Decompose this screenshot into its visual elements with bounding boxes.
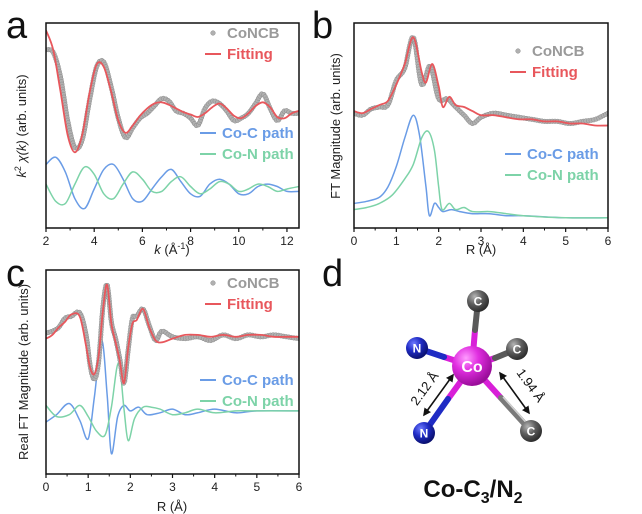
svg-text:C: C (474, 295, 483, 309)
x-tick-label: 2 (43, 234, 50, 248)
legend-item: Co-C path (200, 125, 294, 142)
plot-area (46, 29, 299, 210)
chart-panel-b: 0 1 2 3 4 5 6 CoNCB Fitting Co-C path Co-N path (351, 22, 612, 248)
x-tick-label: 5 (253, 480, 260, 494)
panel-label-c: c (6, 253, 25, 295)
x-tick-label: 4 (520, 234, 527, 248)
legend: CoNCB Fitting Co-C path Co-N path (200, 275, 294, 410)
chart-panel-c: 0 1 2 3 4 5 6 CoNCB Fitting Co-C path Co-N path (43, 269, 303, 494)
x-tick-label: 4 (211, 480, 218, 494)
legend-label: CoNCB (227, 25, 280, 42)
atom-carbon-top: C (467, 290, 489, 312)
x-axis-label-c: R (Å) (157, 499, 187, 514)
panel-label-b: b (312, 5, 333, 47)
bond-length-label-co-n: 2.12 Å (407, 368, 441, 407)
legend-item: Fitting (205, 296, 273, 313)
legend-label: Co-N path (222, 146, 294, 163)
legend-label: Fitting (227, 296, 273, 313)
legend-label: Co-C path (222, 372, 294, 389)
y-axis-label-a: k2 χ(k) (arb. units) (13, 74, 29, 177)
atom-nitrogen-bottom: N (413, 422, 435, 444)
legend: CoNCB Fitting Co-C path Co-N path (505, 43, 599, 184)
series-line-co-c-path (46, 156, 299, 210)
x-tick-label: 1 (85, 480, 92, 494)
panel-label-a: a (6, 5, 28, 47)
x-tick-label: 4 (91, 234, 98, 248)
legend-item: Co-C path (200, 372, 294, 389)
legend-item: Co-N path (200, 393, 294, 410)
plot-area (46, 282, 299, 455)
legend-item: Co-N path (505, 167, 599, 184)
x-tick-label: 12 (280, 234, 294, 248)
molecule-structure: C N C Co N C 2.12 Å 1.94 Å (406, 290, 548, 444)
atom-nitrogen-left: N (406, 337, 428, 359)
legend-item: Fitting (510, 64, 578, 81)
x-axis-label-a: k (Å-1) (154, 241, 189, 257)
series-line-fitting (354, 36, 608, 127)
x-tick-label: 10 (232, 234, 246, 248)
plot-area (354, 35, 608, 219)
svg-text:N: N (413, 342, 422, 356)
svg-text:C: C (513, 343, 522, 357)
legend: CoNCB Fitting Co-C path Co-N path (200, 25, 294, 163)
legend-item: Co-C path (505, 146, 599, 163)
legend-item: CoNCB (515, 43, 585, 60)
series-line-co-c-path (354, 114, 608, 219)
x-tick-label: 6 (296, 480, 303, 494)
panel-label-d: d (322, 253, 343, 295)
molecule-formula: Co-C3/N2 (423, 476, 522, 507)
bond-length-arrow-co-n (423, 373, 454, 417)
y-axis-label-c: Real FT Magnitude (arb. units) (16, 284, 31, 460)
legend-item: Fitting (205, 46, 273, 63)
chart-panel-a: 2 4 6 8 10 12 CoNCB Fitting Co-C path Co-N path (43, 22, 300, 248)
x-tick-label: 6 (139, 234, 146, 248)
atom-carbon-right: C (506, 338, 528, 360)
x-tick-label: 8 (187, 234, 194, 248)
x-tick-label: 1 (393, 234, 400, 248)
legend-label: Co-C path (527, 146, 599, 163)
x-tick-label: 5 (562, 234, 569, 248)
x-tick-label: 0 (43, 480, 50, 494)
svg-text:C: C (527, 425, 536, 439)
atom-carbon-bottom: C (520, 420, 542, 442)
x-tick-label: 6 (605, 234, 612, 248)
legend-label: Co-C path (222, 125, 294, 142)
series-line-co-n-path (354, 130, 608, 219)
legend-item: CoNCB (210, 25, 280, 42)
legend-label: Co-N path (222, 393, 294, 410)
legend-marker-dot (210, 280, 216, 286)
atom-cobalt-center: Co (452, 346, 492, 386)
legend-label: Fitting (532, 64, 578, 81)
x-tick-label: 2 (127, 480, 134, 494)
x-tick-label: 0 (351, 234, 358, 248)
svg-text:Co: Co (461, 359, 483, 376)
plot-frame (45, 22, 300, 229)
x-tick-label: 2 (435, 234, 442, 248)
x-tick-label: 3 (169, 480, 176, 494)
series-line-fitting (46, 283, 299, 385)
legend-marker-dot (515, 48, 521, 54)
legend-label: Co-N path (527, 167, 599, 184)
series-line-co-n-path (46, 361, 299, 442)
legend-marker-dot (210, 30, 216, 36)
legend-label: Fitting (227, 46, 273, 63)
y-axis-label-b: FT Magnitude (arb. units) (328, 53, 343, 199)
legend-label: CoNCB (227, 275, 280, 292)
legend-item: CoNCB (210, 275, 280, 292)
series-line-fitting (46, 29, 299, 154)
x-tick-label: 3 (478, 234, 485, 248)
svg-text:N: N (420, 427, 429, 441)
x-axis-label-b: R (Å) (466, 242, 496, 257)
bond-length-arrow-co-c (499, 371, 530, 415)
series-line-co-n-path (46, 165, 299, 206)
legend-item: Co-N path (200, 146, 294, 163)
legend-label: CoNCB (532, 43, 585, 60)
